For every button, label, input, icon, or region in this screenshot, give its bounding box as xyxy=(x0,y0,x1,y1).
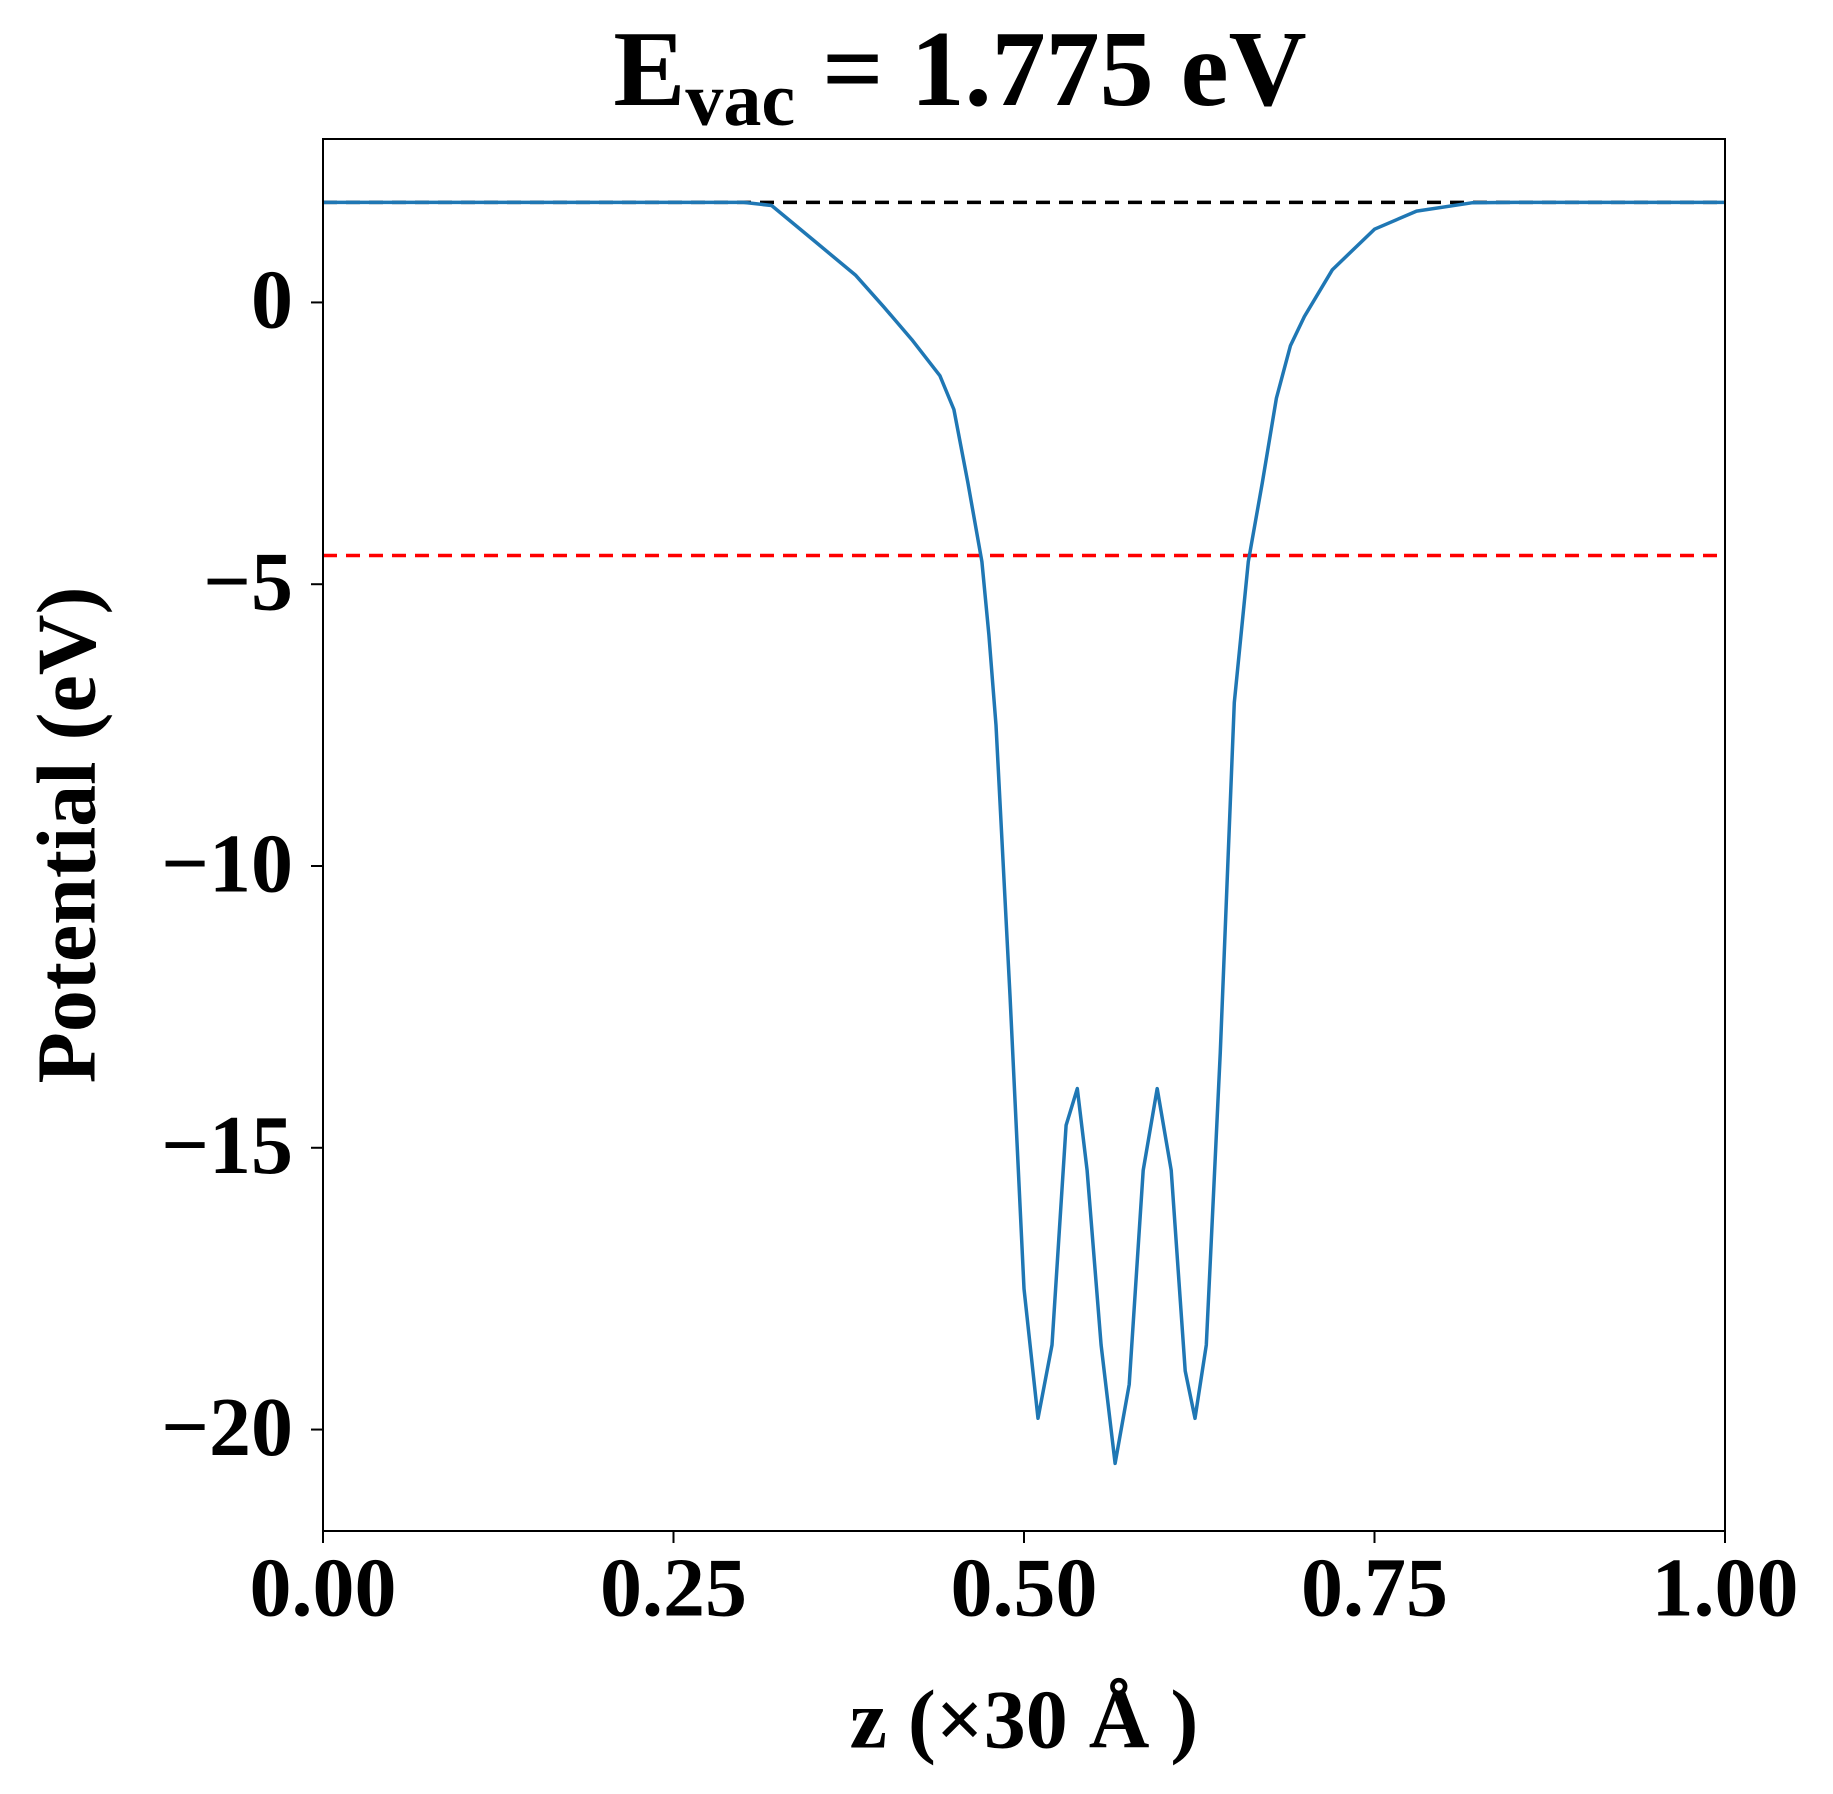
x-tick-label: 0.00 xyxy=(250,1541,397,1634)
y-axis-label: Potential (eV) xyxy=(20,587,113,1084)
y-tick-label: −15 xyxy=(161,1099,293,1192)
y-tick-label: 0 xyxy=(251,254,293,347)
x-tick-label: 0.25 xyxy=(600,1541,747,1634)
plot-frame xyxy=(322,138,1726,1532)
title-rest: = 1.775 eV xyxy=(795,10,1306,129)
x-tick-label: 0.50 xyxy=(951,1541,1098,1634)
y-tick-label: −10 xyxy=(161,817,293,910)
y-tick-label: −20 xyxy=(161,1381,293,1474)
chart-title: Evac = 1.775 eV xyxy=(613,10,1306,143)
x-tick-label: 0.75 xyxy=(1301,1541,1448,1634)
y-tick-label: −5 xyxy=(203,535,293,628)
x-tick-label: 1.00 xyxy=(1652,1541,1799,1634)
line-series xyxy=(323,200,1725,1466)
title-main: E xyxy=(613,10,685,129)
title-subscript: vac xyxy=(685,58,795,142)
x-axis-label: z (×30 Å ) xyxy=(850,1673,1199,1766)
